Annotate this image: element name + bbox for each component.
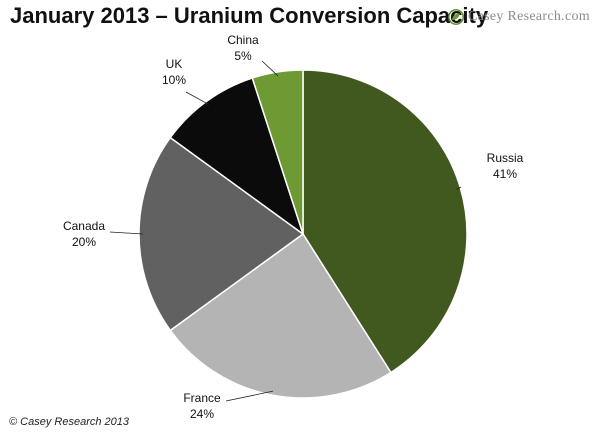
brand-emblem-icon <box>448 9 464 25</box>
copyright-footer: © Casey Research 2013 <box>9 416 130 428</box>
slice-label-france: France <box>183 391 221 405</box>
brand-logo: Casey Research.com <box>448 8 590 26</box>
pie-slice-china <box>251 69 304 235</box>
slice-label-china: China <box>227 33 259 47</box>
slice-value-canada: 20% <box>72 235 96 249</box>
data-labels: Russia 41% France 24% Canada 20% UK 10% China 5% <box>63 33 524 421</box>
chart-title: January 2013 – Uranium Conversion Capaci… <box>10 3 489 28</box>
pie-slice-russia <box>302 69 468 374</box>
leader-line-china <box>261 60 279 77</box>
slice-label-uk: UK <box>166 57 183 71</box>
slice-value-france: 24% <box>190 407 214 421</box>
leader-line-france <box>225 390 274 402</box>
slice-value-china: 5% <box>234 49 252 63</box>
slice-label-russia: Russia <box>487 151 524 165</box>
brand-name: Casey Research.com <box>467 9 590 24</box>
leader-lines <box>109 60 462 402</box>
pie-slice-uk <box>169 77 304 235</box>
pie-slice-france <box>169 233 392 399</box>
slice-value-russia: 41% <box>493 167 517 181</box>
leader-line-canada <box>109 231 144 235</box>
leader-line-russia <box>456 186 462 190</box>
slice-label-canada: Canada <box>63 219 105 233</box>
leader-line-uk <box>185 91 210 105</box>
slice-value-uk: 10% <box>162 73 186 87</box>
pie-slices <box>138 69 468 399</box>
